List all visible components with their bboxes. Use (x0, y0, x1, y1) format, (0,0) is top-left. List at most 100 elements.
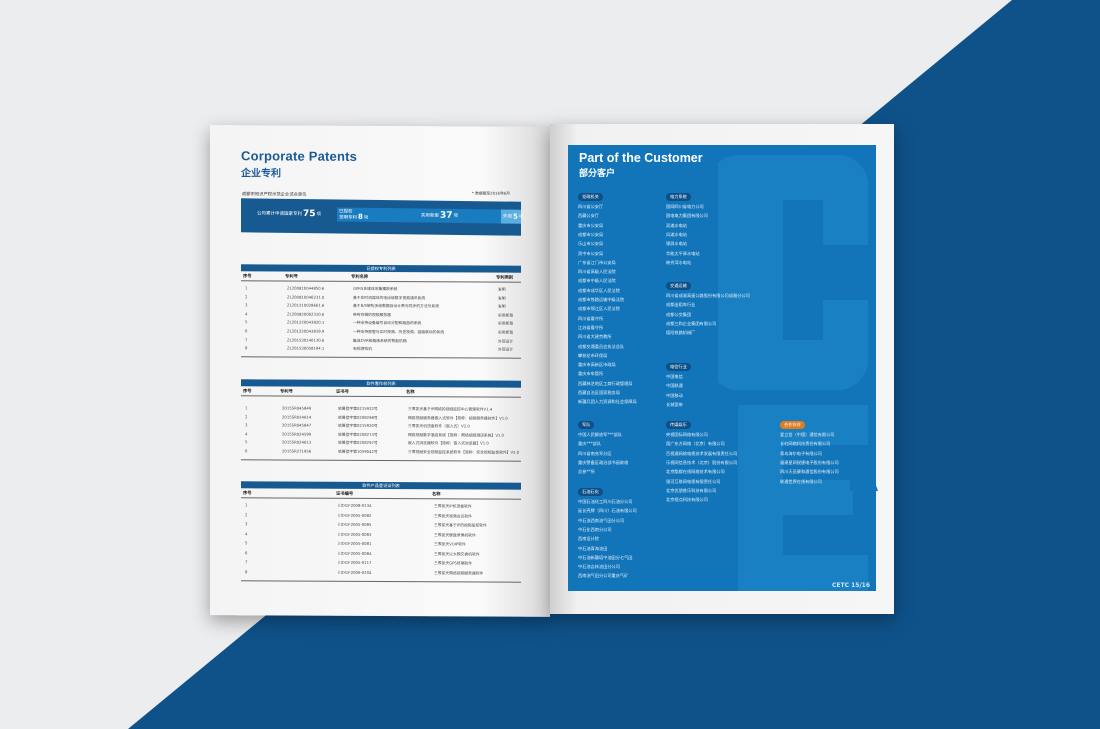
customer-item: 爱立信（中国）通信有限公司 (780, 432, 835, 437)
customer-item: 广东省江门市公安局 (578, 259, 616, 265)
category-label: 党政机关 (578, 193, 603, 201)
patents-cell: 一种支持设备编号自动分配和路由的系统 (353, 320, 422, 326)
page-title-en: Corporate Patents (241, 148, 358, 164)
software_copyrights-cell: 2015SR045849 (282, 405, 312, 411)
stat-invention-label: 发明专利 (339, 215, 357, 221)
right-page: Part of the Customer 部分客户 党政机关 四川省公安厅 西藏公安… (550, 124, 894, 614)
stat-design: 外观 5 项 (501, 209, 524, 224)
page-title-cn: 企业专利 (241, 168, 281, 180)
stat-granted-label: 已授权 (339, 209, 353, 215)
customer-item: 映秀湾水电站 (666, 259, 692, 265)
software_products-bottom-rule (241, 580, 521, 583)
software_products-cell: 川DGY-2006-0204 (338, 569, 372, 575)
customer-item: 西藏公安厅 (578, 213, 599, 219)
software_products-cell: 三零凯天视频会议软件 (434, 512, 472, 518)
customer-item: 双滩水电站 (666, 222, 687, 228)
stat-design-label: 外观 (503, 214, 512, 220)
customer-item: 国广东方网络（北京）有限公司 (666, 441, 725, 447)
left-page: Corporate Patents 企业专利 成都市知识产权示范企业试点单位 *… (210, 125, 550, 617)
customer-item: 中石油西南油气田分公司 (578, 517, 625, 523)
software_copyrights-cell: 三零凯天机顶盒软件（嵌入式）V2.0 (408, 423, 470, 429)
customer-item: 华能太平驿水电站 (666, 250, 700, 256)
software_products-cell: 川DGY-2005-0085 (338, 521, 372, 527)
page-title-en: Part of the Customer (579, 151, 703, 165)
stat-invention: 已授权 发明专利8项 (339, 207, 368, 221)
patents-header: 专利号 (285, 274, 298, 280)
customer-item: 中国联通 (666, 383, 683, 389)
software_copyrights-header: 序号 (243, 389, 252, 395)
software_products-cell: 三零凯天VOIP软件 (434, 541, 466, 547)
stat-unit: 项 (518, 214, 524, 220)
software_copyrights-cell: 软著登字第0208273号 (338, 431, 378, 437)
customer-item: 总参**所 (578, 469, 595, 475)
patents-cell: 外观设计 (498, 338, 514, 344)
software_products-cell: 2 (245, 511, 248, 517)
customer-item: 成都交通委员会执法总队 (578, 343, 625, 349)
customer-item: 西南油气田分公司重庆气矿 (578, 573, 629, 579)
patents-cell: 1 (245, 285, 248, 291)
software_products-cell: 三零凯天以太网交换机软件 (434, 550, 480, 557)
software_copyrights-bottom-rule (241, 458, 521, 462)
stat-design-value: 5 (513, 212, 518, 221)
software_products-cell: 4 (245, 530, 248, 536)
customer-item: 重庆市高新区市政局 (578, 362, 616, 368)
customer-item: 锦屏水电站 (666, 241, 687, 247)
patents-table-title: 已授权专利列表 (241, 264, 521, 273)
software_products-cell: 川DGY-2005-0081 (338, 540, 372, 546)
customer-item: 央视国际网络有限公司 (666, 432, 708, 437)
customer-item: 重庆警备区政治部书画联络 (578, 459, 629, 465)
customer-panel: Part of the Customer 部分客户 党政机关 四川省公安厅 西藏公安… (568, 145, 876, 591)
customer-item: 中国移动 (666, 392, 683, 398)
ghost-logo-shapes (718, 155, 868, 591)
stat-unit: 项 (316, 212, 322, 218)
software_products-cell: 三零凯天GPS终端软件 (434, 560, 473, 566)
blue-tab-flap (850, 454, 878, 491)
patents-cell: 基于B/S架构多级数据自动计费与同步的方法与系统 (353, 303, 440, 309)
software_products-cell: 川DGY-2005-0117 (338, 559, 372, 565)
patents-cell: 集成DVR和路由系统的智能机箱 (353, 337, 407, 343)
software_copyrights-cell: 2015SR024613 (282, 439, 312, 446)
stat-unit: 项 (453, 213, 459, 219)
patents-cell: 6 (245, 328, 248, 334)
customer-item: 四川省看守所 (578, 315, 604, 321)
category-label: 传媒娱乐 (666, 421, 691, 429)
software_copyrights-cell: 网络视频服务器嵌入式软件【简称：视频服务器软件】V1.0 (408, 414, 508, 421)
customer-item: 中国人民解放军***部队 (578, 432, 622, 437)
patents-cell: 外观设计 (498, 346, 514, 352)
category-label: 电力系统 (666, 193, 691, 201)
patents-cell: 发明 (498, 303, 506, 309)
patents-cell: 电视游戏机 (353, 346, 372, 352)
patents-cell: 8 (245, 345, 248, 351)
customer-item: 成都三和企业集团有限公司 (666, 320, 717, 326)
software_products-header: 序号 (243, 491, 252, 497)
software_products-cell: 川DGY-2005-0082 (338, 512, 372, 518)
customer-item: 四川天邑康和通信股份有限公司 (780, 469, 839, 475)
patents-cell: 实用新型 (498, 321, 514, 327)
customer-item: 长虹网络科技责任有限公司 (780, 441, 831, 447)
category-label: 电信行业 (666, 363, 691, 371)
customer-item: 重庆***部队 (578, 441, 602, 447)
ghost-letter-c-shape (718, 155, 868, 390)
customer-item: 四川省成渝高速公路股份有限公司成雅分公司 (666, 293, 750, 298)
software_copyrights-table-title: 软件著作权列表 (241, 379, 521, 388)
software_products-cell: 6 (245, 549, 248, 555)
customer-item: 成都市中级人民法院 (578, 278, 616, 284)
patents-cell: 2 (245, 293, 248, 299)
customer-item: 成都市锦江区人民法院 (578, 306, 620, 312)
patents-cell: GPRS多媒体采集播放系统 (353, 285, 398, 292)
patents-cell: 4 (245, 311, 248, 317)
page-title-cn: 部分客户 (579, 169, 616, 179)
software_products-cell: 三零凯天网络视频服务器软件 (434, 569, 484, 576)
patents-cell: 3 (245, 302, 248, 308)
software_copyrights-header: 专利号 (280, 389, 293, 395)
software_products-table-title: 软件产品登记证列表 (241, 481, 521, 490)
patents-cell: 发明 (498, 295, 506, 301)
customer-item: 四川省高级人民法院 (578, 269, 616, 275)
software_copyrights-cell: 软著登字第0208298号 (338, 414, 378, 420)
software_copyrights-cell: 5 (245, 439, 248, 445)
customer-item: 成都出租车行业 (666, 302, 696, 308)
patents-cell: ZL201210028661.6 (287, 302, 325, 308)
patents-cell: ZL200810046231.0 (287, 294, 325, 300)
customer-item: 西藏自治区国家税务局 (578, 390, 620, 395)
stat-total-label: 公司累计申请国家专利 (256, 211, 302, 218)
